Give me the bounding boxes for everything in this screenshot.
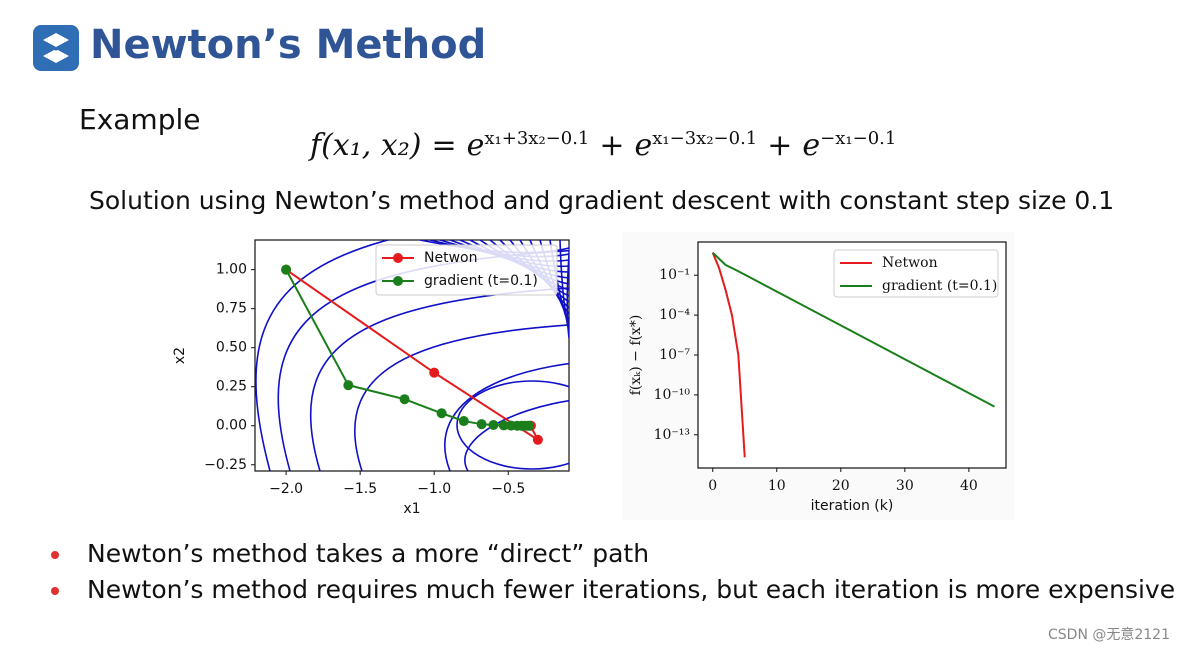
- contour: [277, 249, 569, 471]
- series-line: [712, 251, 995, 408]
- subtitle: Solution using Newton’s method and gradi…: [89, 186, 1115, 215]
- x-tick-label: 20: [832, 478, 850, 494]
- y-tick-label: 1.00: [216, 262, 247, 278]
- legend-label: gradient (t=0.1): [882, 278, 997, 294]
- x-tick-label: 10: [768, 478, 786, 494]
- data-point: [458, 416, 469, 427]
- data-point: [429, 367, 440, 378]
- y-tick-label: 0.50: [216, 340, 247, 356]
- contour: [255, 240, 392, 471]
- formula: f(x₁, x₂) = ex₁+3x₂−0.1 + ex₁−3x₂−0.1 + e−x₁−0…: [310, 128, 896, 163]
- data-point: [524, 420, 535, 431]
- y-tick-label: 10⁻⁴: [659, 307, 690, 323]
- data-point: [476, 419, 487, 430]
- legend-marker: [393, 276, 403, 286]
- y-tick-label: 0.00: [216, 418, 247, 434]
- formula-operator: +: [599, 128, 625, 163]
- y-axis-label: x2: [172, 347, 188, 364]
- data-point: [498, 420, 509, 431]
- data-point: [281, 264, 292, 275]
- bullet: Newton’s method requires much fewer iter…: [87, 575, 1176, 604]
- y-tick-label: 0.75: [216, 301, 247, 317]
- contour: [309, 287, 569, 471]
- y-axis-label: f(xₖ) − f(x*): [628, 315, 644, 396]
- x-tick-label: 0: [708, 478, 717, 494]
- legend-marker: [393, 253, 403, 263]
- formula-base: e: [634, 128, 653, 163]
- x-tick-label: −2.0: [269, 481, 303, 497]
- y-tick-label: 10⁻¹⁰: [654, 387, 691, 403]
- contour: [456, 380, 569, 470]
- x-tick-label: 40: [960, 478, 978, 494]
- y-tick-label: 10⁻⁷: [659, 347, 690, 363]
- watermark: CSDN @无意2121: [1048, 627, 1170, 643]
- formula-exponent: x₁+3x₂−0.1: [484, 128, 590, 149]
- x-axis-label: iteration (k): [811, 498, 894, 514]
- data-point: [343, 380, 354, 391]
- legend-box: [375, 244, 558, 296]
- formula-lhs: f(x₁, x₂): [310, 128, 422, 163]
- legend-box: [833, 249, 999, 298]
- formula-base: e: [802, 128, 821, 163]
- legend-label: Netwon: [424, 250, 477, 266]
- y-tick-label: 0.25: [216, 379, 247, 395]
- example-label: Example: [79, 103, 201, 136]
- formula-operator: =: [431, 128, 457, 163]
- contour: [566, 242, 569, 339]
- bullet: Newton’s method takes a more “direct” pa…: [87, 539, 650, 568]
- title: Newton’s Method: [90, 22, 487, 68]
- x-axis-label: x1: [403, 501, 420, 517]
- formula-operator: +: [767, 128, 793, 163]
- contour: [353, 324, 569, 471]
- formula-exponent: −x₁−0.1: [820, 128, 897, 149]
- formula-exponent: x₁−3x₂−0.1: [652, 128, 758, 149]
- series-line: [711, 252, 746, 458]
- data-point: [488, 419, 499, 430]
- data-point: [436, 408, 447, 419]
- logo: [33, 25, 79, 71]
- formula-base: e: [466, 128, 485, 163]
- x-tick-label: −0.5: [491, 481, 525, 497]
- y-tick-label: −0.25: [204, 457, 247, 473]
- x-tick-label: 30: [896, 478, 914, 494]
- y-tick-label: 10⁻¹³: [654, 427, 690, 443]
- contour: [444, 362, 569, 471]
- bullet-dot: [51, 587, 59, 595]
- data-point: [399, 394, 410, 405]
- bullet-dot: [51, 551, 59, 559]
- data-point: [532, 434, 543, 445]
- x-tick-label: −1.0: [417, 481, 451, 497]
- legend-label: Netwon: [882, 255, 938, 271]
- x-tick-label: −1.5: [343, 481, 377, 497]
- y-tick-label: 10⁻¹: [659, 267, 690, 283]
- legend-label: gradient (t=0.1): [424, 273, 538, 289]
